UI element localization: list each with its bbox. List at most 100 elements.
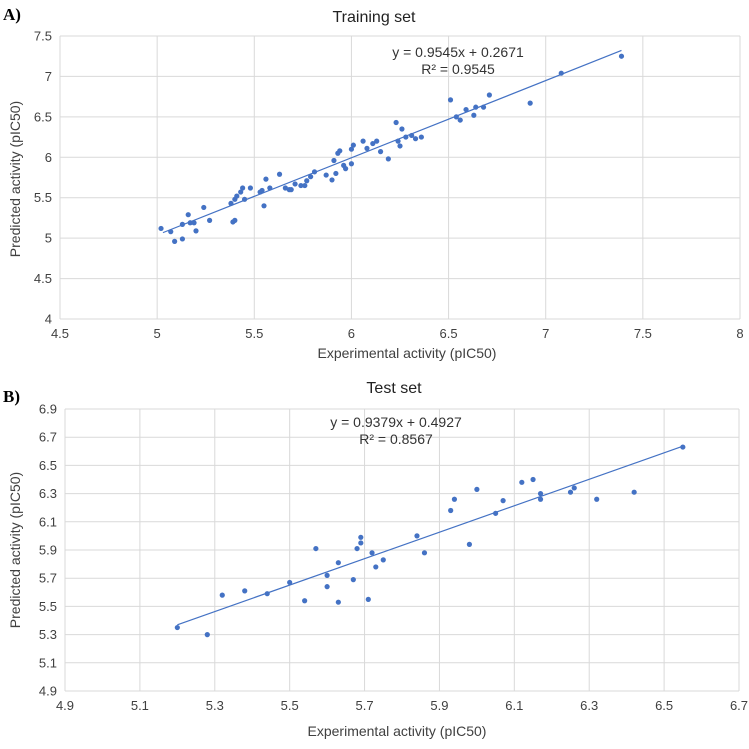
x-ticks-b: 4.9 5.1 5.3 5.5 5.7 5.9 6.1 6.3 6.5 6.7 <box>56 698 748 713</box>
data-point <box>343 166 349 172</box>
data-point <box>179 236 185 242</box>
data-point <box>631 489 637 495</box>
data-point <box>527 100 533 106</box>
data-point <box>448 507 454 514</box>
data-point <box>168 229 174 235</box>
data-point <box>571 485 577 491</box>
data-point <box>174 624 180 631</box>
data-point <box>302 182 308 189</box>
data-point <box>530 476 536 483</box>
data-point <box>594 496 600 502</box>
y-ticks-a: 4 4.5 5 5.5 6 6.5 7 7.5 <box>34 29 52 327</box>
data-point <box>370 140 376 147</box>
data-point <box>172 238 178 244</box>
data-point <box>276 171 283 177</box>
x-tick-label: 6.5 <box>655 698 673 713</box>
y-tick-label: 6.3 <box>39 486 57 501</box>
data-point <box>261 203 267 209</box>
data-point <box>240 185 246 191</box>
y-tick-label: 6.1 <box>39 514 57 529</box>
x-tick-label: 5.1 <box>131 698 149 713</box>
x-tick-label: 8 <box>736 326 743 341</box>
y-tick-label: 7 <box>45 69 52 84</box>
data-point <box>471 112 477 118</box>
y-tick-label: 5.1 <box>39 655 57 670</box>
y-tick-label: 6.9 <box>39 402 57 417</box>
data-point <box>537 496 544 502</box>
data-point <box>298 182 304 189</box>
data-point <box>480 104 487 110</box>
chart-title-test: Test set <box>366 380 422 397</box>
x-tick-label: 6.7 <box>730 698 748 713</box>
data-point <box>264 591 270 597</box>
data-point <box>537 491 544 497</box>
data-point <box>185 212 191 218</box>
data-point <box>179 221 185 227</box>
equation-b: y = 0.9379x + 0.4927 <box>330 414 462 430</box>
y-axis-label-a: Predicted activity (pIC50) <box>7 101 23 257</box>
x-tick-label: 5.9 <box>430 698 448 713</box>
data-point <box>304 178 310 184</box>
data-point <box>242 588 248 594</box>
y-tick-label: 4.5 <box>34 271 52 286</box>
y-tick-label: 6 <box>45 150 52 165</box>
x-tick-label: 6.5 <box>440 326 458 341</box>
points-b <box>174 444 686 638</box>
y-tick-label: 5.3 <box>39 627 57 642</box>
y-tick-label: 7.5 <box>34 29 52 44</box>
data-point <box>292 181 298 187</box>
x-tick-label: 5.5 <box>245 326 263 341</box>
data-point <box>463 106 469 113</box>
data-point <box>493 510 499 516</box>
data-point <box>247 185 253 191</box>
y-tick-label: 6.7 <box>39 430 57 445</box>
data-point <box>393 119 399 126</box>
r2-a: R² = 0.9545 <box>421 61 495 77</box>
data-point <box>377 149 384 155</box>
data-point <box>453 114 459 120</box>
trendline-a <box>162 49 622 234</box>
data-point <box>207 217 213 223</box>
data-point <box>403 134 409 140</box>
data-point <box>263 176 269 182</box>
data-point <box>414 533 420 539</box>
data-point <box>358 540 364 546</box>
data-point <box>373 564 379 570</box>
y-tick-label: 6.5 <box>39 458 57 473</box>
data-point <box>395 138 401 144</box>
data-point <box>311 169 318 175</box>
data-point <box>354 545 360 552</box>
data-point <box>451 496 458 502</box>
data-point <box>486 92 492 98</box>
data-point <box>234 193 240 199</box>
data-point <box>313 545 319 552</box>
data-point <box>350 577 356 583</box>
data-point <box>335 599 341 605</box>
data-point <box>191 220 197 226</box>
data-point <box>337 148 343 154</box>
data-point <box>331 157 337 164</box>
data-point <box>412 136 419 142</box>
data-point <box>323 172 329 178</box>
data-point <box>333 170 339 177</box>
x-tick-label: 5.3 <box>206 698 224 713</box>
data-point <box>369 550 375 556</box>
data-point <box>187 220 193 226</box>
data-point <box>399 126 405 132</box>
data-point <box>385 156 391 162</box>
data-point <box>618 53 625 59</box>
points-a <box>158 53 625 244</box>
data-point <box>238 189 244 195</box>
x-tick-label: 6.3 <box>580 698 598 713</box>
data-point <box>364 145 370 151</box>
trendline-b <box>177 445 684 626</box>
y-tick-label: 5 <box>45 231 52 246</box>
data-point <box>219 592 225 598</box>
x-tick-label: 5.5 <box>281 698 299 713</box>
equation-a: y = 0.9545x + 0.2671 <box>392 44 524 60</box>
data-point <box>380 557 386 563</box>
data-point <box>308 174 314 180</box>
panel-label-a: A) <box>3 5 21 24</box>
panel-training-set: A) Training set 44.555.566.577.5 4.5 5 5.5… <box>3 5 744 361</box>
